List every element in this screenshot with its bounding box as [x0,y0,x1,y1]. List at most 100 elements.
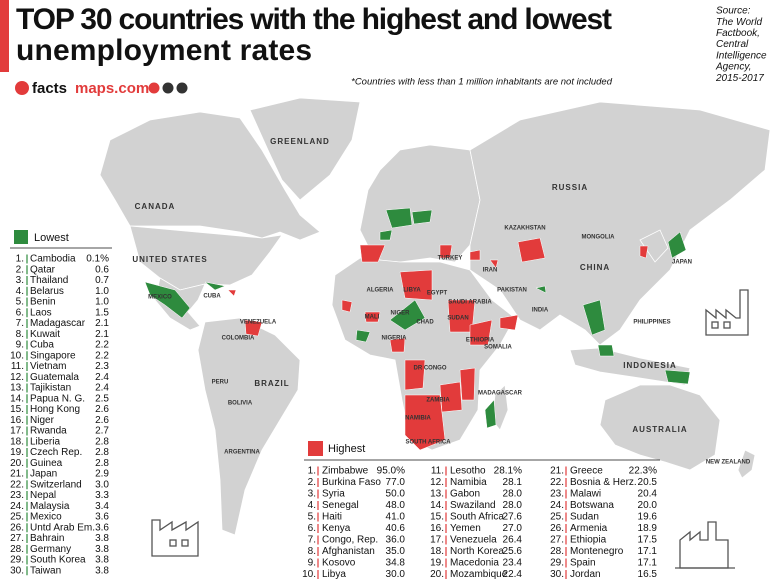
country: Switzerland [30,479,82,490]
rank: 29. [10,555,24,566]
rank: 28. [550,546,564,557]
rate: 3.6 [95,522,109,533]
rank: 1. [308,466,316,477]
country: Guinea [30,458,63,469]
country: Armenia [570,523,608,534]
source-line: Intelligence [716,50,767,61]
rank: 19. [430,558,444,569]
rank: 7. [16,318,24,329]
country: Senegal [322,500,359,511]
source-line: Source: [716,6,751,17]
map-label: CHINA [580,263,610,272]
country: Gabon [450,489,480,500]
rate: 2.6 [95,404,109,415]
rate: 36.0 [386,535,406,546]
country: Hong Kong [30,404,80,415]
country: Kuwait [30,329,60,340]
rate: 48.0 [386,500,406,511]
rank: 27. [10,533,24,544]
rank: 14. [430,500,444,511]
rate: 28.0 [503,500,523,511]
country: South Africa [450,512,504,523]
lowest-list: 1. Cambodia 0.1% 2. Qatar 0.6 3. Thailand 0.7 4. B… [10,254,109,577]
country: Benin [30,297,56,308]
rank: 24. [10,501,24,512]
country: Malaysia [30,501,70,512]
rank: 16. [430,523,444,534]
map-label: CUBA [203,294,221,300]
map-label: ETHIOPIA [466,338,495,344]
world-map [99,97,771,536]
country: Untd Arab Em. [30,522,95,533]
country: Sudan [570,512,599,523]
map-label: VENEZUELA [240,320,277,326]
rank: 15. [10,404,24,415]
rate: 3.0 [95,479,109,490]
map-labels: GREENLAND CANADA UNITED STATES MEXICO CUBA VE… [132,137,751,465]
rate: 20.5 [638,477,658,488]
rate: 2.5 [95,393,109,404]
rate: 17.1 [638,558,658,569]
map-label: CHAD [416,320,434,326]
rank: 10. [302,569,316,580]
rank: 24. [550,500,564,511]
rate: 50.0 [386,489,406,500]
map-label: BRAZIL [254,379,289,388]
rank: 29. [550,558,564,569]
map-label: MALI [365,315,380,321]
rate: 40.6 [386,523,406,534]
rate: 28.1% [494,466,522,477]
rate: 3.6 [95,512,109,523]
highest-list: 1. Zimbabwe 95.0% 2. Burkina Faso 77.0 3. Syria… [302,466,657,581]
country: Niger [30,415,55,426]
country: Lesotho [450,466,486,477]
rate: 30.0 [386,569,406,580]
rate: 3.8 [95,544,109,555]
rank: 12. [430,477,444,488]
country: North Korea [450,546,504,557]
rank: 13. [10,383,24,394]
rate: 2.8 [95,436,109,447]
country: Bosnia & Herz. [570,477,637,488]
lowest-title: Lowest [34,232,69,244]
social-icon [148,82,160,94]
rate: 28.0 [503,489,523,500]
rank: 27. [550,535,564,546]
country: Ethiopia [570,535,607,546]
country: Kenya [322,523,351,534]
rank: 19. [10,447,24,458]
accent-bar [0,0,9,72]
rank: 1. [16,254,24,265]
rate: 2.8 [95,447,109,458]
country: Czech Rep. [30,447,82,458]
map-label: NIGER [390,311,410,317]
country: Namibia [450,477,487,488]
rate: 41.0 [386,512,406,523]
rate: 3.3 [95,490,109,501]
rank: 9. [308,558,316,569]
rank: 5. [308,512,316,523]
map-label: EGYPT [427,291,448,297]
source-line: Agency, [715,62,751,73]
rate: 34.8 [386,558,406,569]
map-label: UNITED STATES [132,255,207,264]
country: Madagascar [30,318,86,329]
rank: 15. [430,512,444,523]
note: *Countries with less than 1 million inha… [351,77,613,88]
rank: 6. [16,307,24,318]
rate: 2.4 [95,383,109,394]
map-label: PERU [212,380,229,386]
source: Source:The WorldFactbook,CentralIntellig… [715,6,767,84]
country: Botswana [570,500,614,511]
rank: 23. [10,490,24,501]
country: Swaziland [450,500,496,511]
map-label: DR CONGO [414,366,447,372]
rate: 23.4 [503,558,523,569]
map-label: SOUTH AFRICA [405,440,451,446]
highest-swatch [308,441,323,456]
country: Taiwan [30,565,61,576]
rate: 2.2 [95,340,109,351]
factory-icon [705,289,749,336]
country: Zimbabwe [322,466,369,477]
rank: 3. [308,489,316,500]
